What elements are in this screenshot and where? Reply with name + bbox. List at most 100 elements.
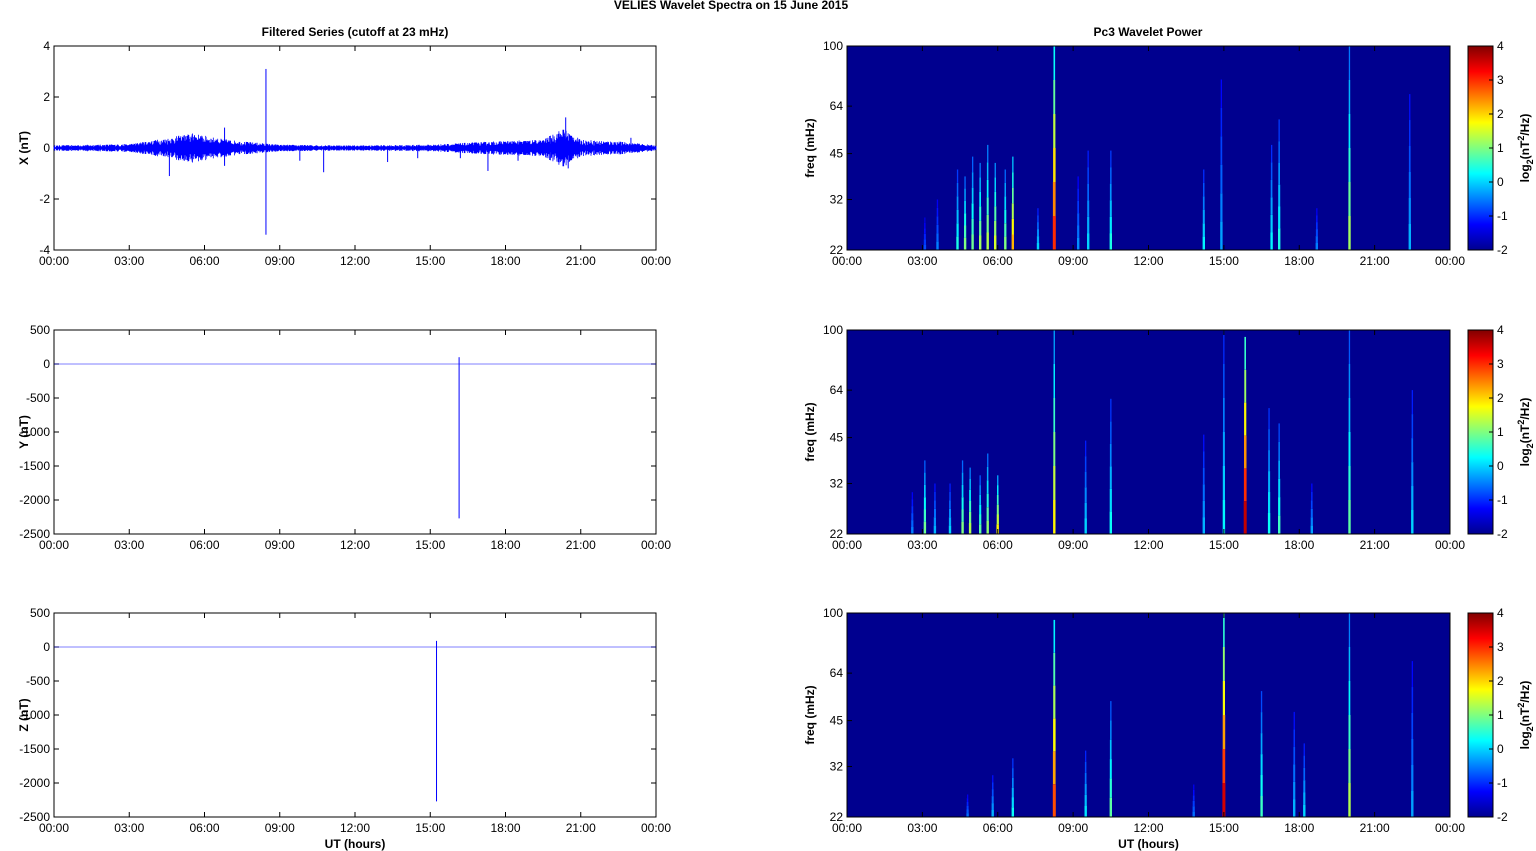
power-y-streak <box>923 497 926 510</box>
power-z-streak <box>1411 687 1414 713</box>
left-column-title: Filtered Series (cutoff at 23 mHz) <box>262 25 449 39</box>
power-x-streak <box>986 162 989 180</box>
power-x-colorbar-tick-label: -1 <box>1497 209 1508 223</box>
power-x-streak <box>1409 94 1411 121</box>
series-x-series-line <box>53 129 657 167</box>
power-y-streak <box>961 484 964 498</box>
power-x-ytick-label: 32 <box>830 193 844 207</box>
power-y-streak <box>948 517 952 526</box>
power-x-streak <box>1202 209 1205 224</box>
power-x-streak <box>1408 172 1411 198</box>
power-z-streak <box>1084 805 1087 817</box>
power-x-streak <box>972 156 974 173</box>
power-y-streak <box>1411 438 1414 463</box>
power-y-streak <box>1202 500 1205 518</box>
power-x-streak <box>979 191 981 207</box>
power-x-xtick-label: 09:00 <box>1058 254 1088 268</box>
power-y-streak <box>949 500 951 509</box>
power-x-streak <box>936 224 939 234</box>
power-y-colorbar-tick-label: 2 <box>1497 391 1504 405</box>
power-z-streak <box>966 805 969 810</box>
power-y-streak <box>934 483 936 492</box>
power-y-streak <box>961 521 964 534</box>
power-z-streak <box>1303 767 1306 781</box>
power-x-streak <box>1315 243 1318 250</box>
power-x-colorbar-label-part: (nT <box>1518 140 1532 159</box>
series-z-ytick-label: 500 <box>30 606 50 620</box>
power-z-x-axis-label: UT (hours) <box>1118 837 1179 851</box>
series-y-xtick-label: 00:00 <box>39 538 69 552</box>
power-y-xtick-label: 15:00 <box>1209 538 1239 552</box>
series-y-xtick-label: 00:00 <box>641 538 671 552</box>
power-x-ytick-label: 64 <box>830 99 844 113</box>
power-y-streak <box>911 492 913 500</box>
power-z-streak <box>991 810 994 817</box>
power-y-streak <box>1223 364 1225 398</box>
power-z-colorbar-tick-label: -2 <box>1497 810 1508 824</box>
series-z-ytick-label: -1500 <box>19 742 50 756</box>
power-z-streak <box>1053 685 1056 719</box>
power-y-streak <box>911 506 914 514</box>
power-y-streak <box>986 480 989 494</box>
power-y-colorbar-label-part: (nT <box>1518 424 1532 443</box>
power-y-xtick-label: 18:00 <box>1284 538 1314 552</box>
power-z-streak <box>1260 796 1263 817</box>
power-y-colorbar-tick-label: -1 <box>1497 493 1508 507</box>
power-z-streak <box>1411 713 1414 739</box>
power-y-streak <box>979 475 981 486</box>
power-x-streak <box>1037 229 1039 237</box>
power-z-xtick-label: 12:00 <box>1133 821 1163 835</box>
power-y-streak <box>1084 487 1087 503</box>
power-y-streak <box>979 514 982 525</box>
power-x-streak <box>1011 218 1014 235</box>
series-z-ytick-label: -1000 <box>19 708 50 722</box>
power-y-colorbar-label-part: 2 <box>1516 420 1526 425</box>
power-y-streaks <box>911 330 1414 534</box>
power-z-xtick-label: 18:00 <box>1284 821 1314 835</box>
power-x-streak <box>963 237 967 250</box>
power-y-streak <box>1109 466 1112 489</box>
power-y-streak <box>979 504 982 515</box>
power-y-colorbar-label-part: /Hz) <box>1518 398 1532 420</box>
power-z-streak <box>1012 758 1014 769</box>
power-x-streak <box>936 233 939 242</box>
power-y-streak <box>996 494 999 505</box>
power-y-streak <box>1109 488 1112 512</box>
power-y-colorbar-tick-label: 4 <box>1497 323 1504 337</box>
power-x-streak <box>1053 46 1056 80</box>
figure-title: VELIES Wavelet Spectra on 15 June 2015 <box>614 0 849 12</box>
power-x-streak <box>936 207 939 217</box>
power-x-colorbar-label: log2(nT2/Hz) <box>1516 114 1535 183</box>
power-y-streak <box>1268 492 1271 513</box>
power-z-colorbar-label-part: 2 <box>1525 726 1535 731</box>
power-x-streak <box>971 203 974 219</box>
power-y-streak <box>1109 511 1112 534</box>
power-x-streak <box>1315 236 1318 244</box>
power-z-streak <box>1411 661 1413 688</box>
power-x-streak <box>1087 150 1089 168</box>
power-y-streak <box>979 494 981 505</box>
power-x-streak <box>994 191 997 207</box>
power-y-streak <box>1411 486 1414 510</box>
power-y-streak <box>1311 491 1313 501</box>
power-x-streak <box>994 221 997 236</box>
power-y-streak <box>1278 423 1280 442</box>
power-y-xtick-label: 03:00 <box>907 538 937 552</box>
power-z-colorbar-tick-label: 0 <box>1497 742 1504 756</box>
power-z-colorbar-label: log2(nT2/Hz) <box>1516 681 1535 750</box>
power-x-streak <box>936 199 939 208</box>
power-y-streak <box>1053 432 1056 466</box>
power-z-streak <box>1293 764 1296 782</box>
power-x-streak <box>1220 79 1222 108</box>
power-y-streak <box>1084 502 1087 519</box>
series-y-ytick-label: -1000 <box>19 425 50 439</box>
power-y-power-background <box>847 330 1450 534</box>
power-z-colorbar-label-part: 2 <box>1516 703 1526 708</box>
power-x-streak <box>1220 221 1223 250</box>
power-x-streak <box>979 177 981 192</box>
power-x-streak <box>979 221 982 236</box>
series-y-ytick-label: -2000 <box>19 493 50 507</box>
power-z-ytick-label: 22 <box>830 810 844 824</box>
power-z-streak <box>1012 768 1014 778</box>
power-y-xtick-label: 12:00 <box>1133 538 1163 552</box>
